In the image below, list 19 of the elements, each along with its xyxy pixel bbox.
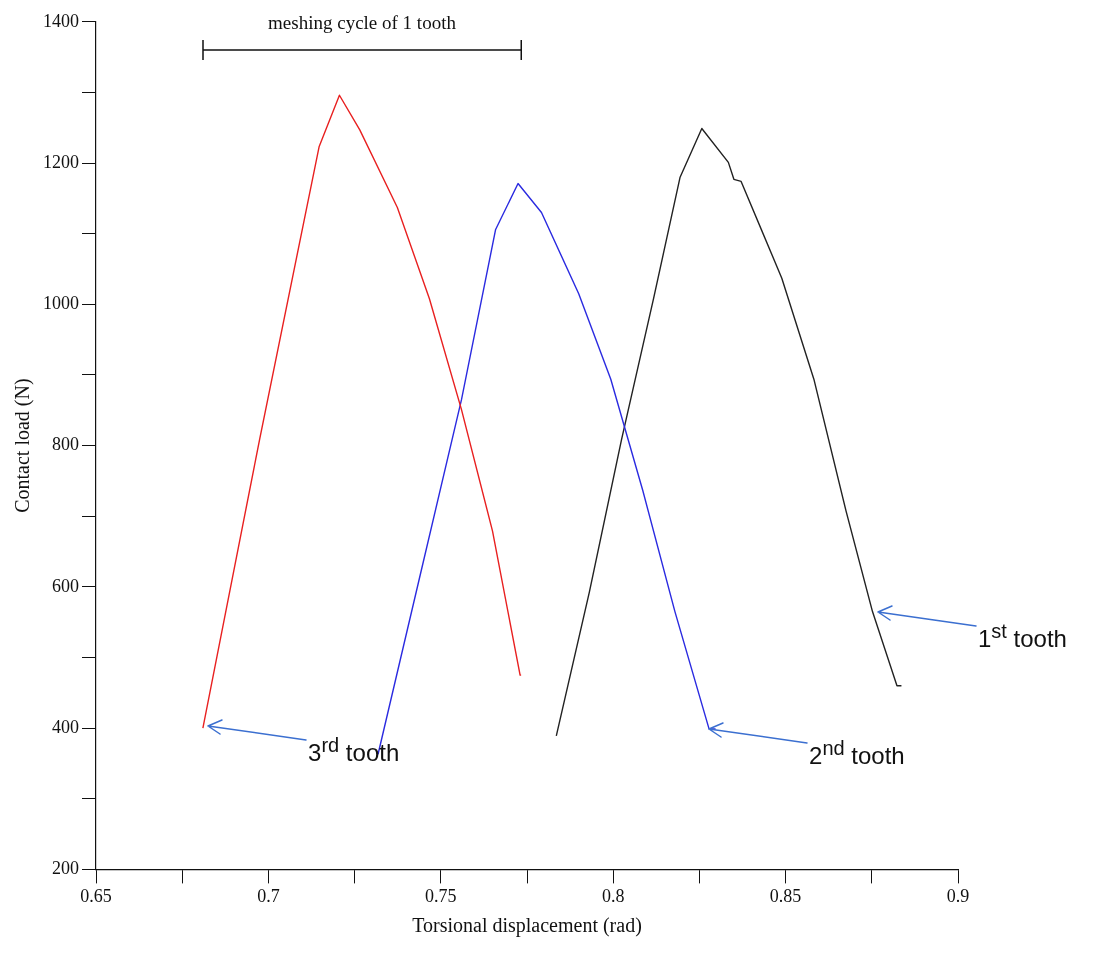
- annotation: 1$^{st}$ tooth: [978, 619, 1067, 653]
- y-tick-label: 800: [52, 434, 79, 455]
- x-tick-label: 0.85: [769, 885, 802, 906]
- y-tick-label: 200: [52, 858, 79, 879]
- x-tick-label: 0.9: [946, 885, 970, 906]
- y-tick-label: 1400: [43, 10, 79, 31]
- x-axis-title: Torsional displacement (rad): [412, 914, 642, 938]
- annotation: 3$^{rd}$ tooth: [308, 734, 400, 767]
- y-tick-label: 400: [52, 716, 79, 737]
- x-tick-label: 0.7: [257, 885, 280, 906]
- y-tick-label: 600: [52, 575, 79, 596]
- x-tick-label: 0.8: [601, 885, 625, 906]
- y-tick-label: 1200: [43, 151, 79, 172]
- annotation: meshing cycle of 1 tooth: [267, 11, 457, 34]
- y-axis-title: Contact load (N): [11, 378, 35, 513]
- annotation: 2$^{nd}$ tooth: [809, 736, 905, 770]
- x-tick-label: 0.75: [425, 885, 457, 906]
- x-tick-label: 0.65: [80, 885, 112, 906]
- y-tick-label: 1000: [43, 293, 79, 314]
